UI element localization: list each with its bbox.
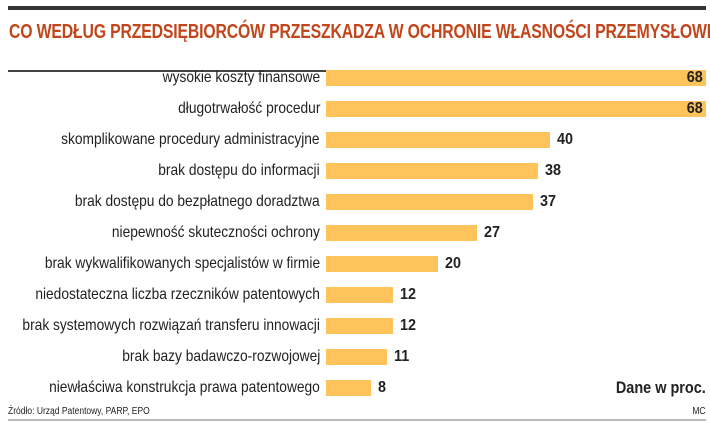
category-label: skomplikowane procedury administracyjne bbox=[61, 131, 320, 148]
category-label: długotrwałość procedur bbox=[177, 100, 320, 117]
bar bbox=[326, 256, 438, 272]
value-label: 27 bbox=[483, 224, 500, 241]
value-label: 38 bbox=[545, 162, 562, 179]
value-label: 20 bbox=[444, 255, 461, 272]
category-label: brak systemowych rozwiązań transferu inn… bbox=[22, 317, 320, 334]
bar bbox=[326, 287, 394, 303]
bar-row: wysokie koszty finansowe 68 bbox=[0, 68, 710, 88]
value-label: 12 bbox=[400, 286, 417, 303]
value-label: 68 bbox=[686, 69, 703, 86]
bar bbox=[326, 70, 706, 86]
author-initials: MC bbox=[692, 406, 706, 417]
bar-row: niedostateczna liczba rzeczników patento… bbox=[0, 285, 710, 305]
bar bbox=[326, 101, 706, 117]
bar-row: długotrwałość procedur 68 bbox=[0, 99, 710, 119]
category-label: brak bazy badawczo-rozwojowej bbox=[121, 348, 320, 365]
bar bbox=[326, 225, 477, 241]
value-label: 11 bbox=[394, 348, 410, 365]
top-rule bbox=[8, 6, 706, 10]
value-label: 12 bbox=[400, 317, 417, 334]
bar bbox=[326, 194, 533, 210]
bottom-rule bbox=[8, 419, 706, 421]
bar bbox=[326, 163, 539, 179]
bar-row: skomplikowane procedury administracyjne 4… bbox=[0, 130, 710, 150]
bar bbox=[326, 380, 371, 396]
category-label: niedostateczna liczba rzeczników patento… bbox=[35, 286, 320, 303]
bar-row: brak dostępu do informacji 38 bbox=[0, 161, 710, 181]
unit-note: Dane w proc. bbox=[616, 378, 706, 397]
value-label: 40 bbox=[556, 131, 573, 148]
bar-row: niepewność skuteczności ochrony 27 bbox=[0, 223, 710, 243]
bar bbox=[326, 318, 394, 334]
category-label: brak wykwalifikowanych specjalistów w fi… bbox=[44, 255, 320, 272]
value-label: 68 bbox=[686, 100, 703, 117]
bar-row: brak dostępu do bezpłatnego doradztwa 37 bbox=[0, 192, 710, 212]
bar bbox=[326, 132, 550, 148]
bar-row: brak systemowych rozwiązań transferu inn… bbox=[0, 316, 710, 336]
category-label: wysokie koszty finansowe bbox=[162, 69, 320, 86]
value-label: 37 bbox=[539, 193, 556, 210]
category-label: brak dostępu do informacji bbox=[158, 162, 320, 179]
value-label: 8 bbox=[377, 379, 386, 396]
chart-title: CO WEDŁUG PRZEDSIĘBIORCÓW PRZESZKADZA W … bbox=[9, 21, 710, 43]
bar-row: brak bazy badawczo-rozwojowej 11 bbox=[0, 347, 710, 367]
category-label: niewłaściwa konstrukcja prawa patentoweg… bbox=[49, 379, 320, 396]
source-note: Źródło: Urząd Patentowy, PARP, EPO bbox=[8, 406, 150, 417]
category-label: brak dostępu do bezpłatnego doradztwa bbox=[75, 193, 320, 210]
bar-row: brak wykwalifikowanych specjalistów w fi… bbox=[0, 254, 710, 274]
category-label: niepewność skuteczności ochrony bbox=[111, 224, 320, 241]
bar-row: niewłaściwa konstrukcja prawa patentoweg… bbox=[0, 378, 710, 398]
bar bbox=[326, 349, 388, 365]
